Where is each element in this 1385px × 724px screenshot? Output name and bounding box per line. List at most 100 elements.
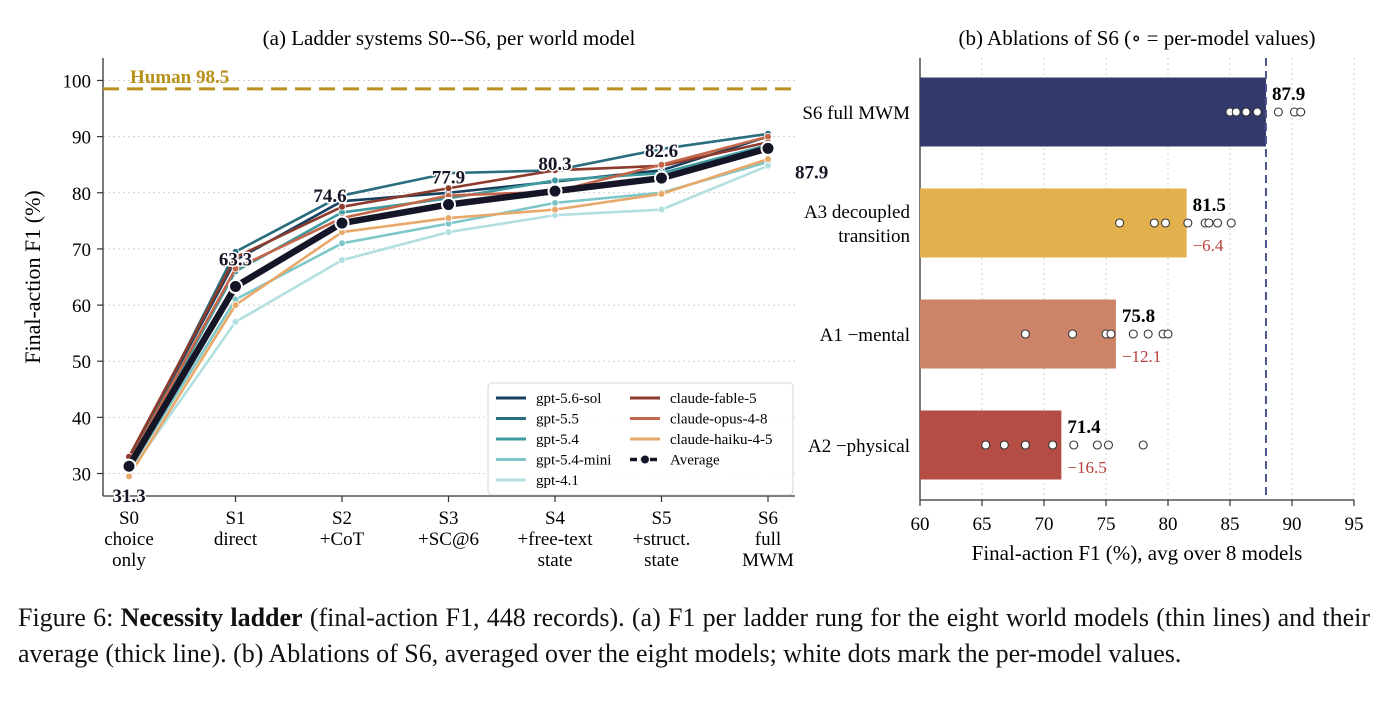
y-tick-label: 100	[63, 71, 92, 92]
caption-prefix: Figure 6:	[18, 603, 121, 632]
per-model-dot	[1273, 107, 1283, 117]
legend-label: gpt-5.6-sol	[536, 391, 601, 407]
y-axis-label: Final-action F1 (%)	[20, 190, 45, 364]
human-reference-label: Human 98.5	[130, 67, 229, 88]
panel-a-plot: 30405060708090100S0choiceonlyS1directS2+…	[20, 58, 830, 571]
per-model-dot	[1160, 218, 1171, 228]
per-model-dot	[1241, 107, 1251, 117]
x-tick-label-S5: +struct.	[633, 529, 691, 550]
x-tick-label-S5: state	[644, 550, 679, 571]
series-point-claude-haiku-4-5	[551, 205, 559, 214]
x-tick-label: 95	[1345, 514, 1364, 535]
x-tick-label-S6: MWM	[742, 550, 794, 571]
x-tick-label-S0: S0	[119, 508, 139, 529]
ablation-delta-label: −16.5	[1067, 458, 1106, 477]
series-point-gpt-4.1	[444, 228, 453, 236]
per-model-dot	[999, 440, 1009, 450]
y-tick-label: 90	[72, 128, 91, 149]
series-point-average	[547, 183, 563, 199]
ablation-value-label: 81.5	[1193, 195, 1226, 216]
per-model-dot	[1183, 218, 1193, 228]
ablation-bar	[920, 188, 1187, 258]
series-point-claude-opus-4-8	[657, 160, 666, 169]
per-model-dot	[1149, 218, 1159, 228]
average-point-label: 74.6	[313, 186, 346, 207]
per-model-dot	[1138, 440, 1148, 450]
per-model-dot	[1226, 218, 1236, 228]
y-tick-label: 80	[72, 184, 91, 205]
series-point-gpt-5.4-mini	[551, 199, 559, 207]
x-tick-label-S1: S1	[225, 508, 245, 529]
caption-bold: Necessity ladder	[120, 603, 303, 632]
per-model-dot	[1252, 107, 1262, 117]
series-point-claude-haiku-4-5	[231, 301, 240, 309]
ablation-bar	[920, 299, 1116, 369]
average-point-label: 82.6	[645, 141, 678, 162]
ablation-bar-label: A1 −mental	[820, 325, 910, 346]
series-point-claude-haiku-4-5	[125, 472, 133, 481]
per-model-dot	[1204, 218, 1214, 228]
series-point-claude-fable-5	[338, 203, 346, 211]
x-tick-label-S0: choice	[104, 529, 154, 550]
ablation-bar-label: transition	[838, 226, 910, 247]
ablation-bar	[920, 410, 1062, 480]
ablation-bar-label: A3 decoupled	[804, 202, 911, 223]
per-model-dot	[1163, 329, 1173, 339]
per-model-dot	[1128, 329, 1138, 339]
ablation-bar-label: A2 −physical	[808, 436, 910, 457]
x-tick-label-S4: S4	[545, 508, 566, 529]
series-point-claude-opus-4-8	[764, 132, 772, 141]
per-model-dot	[1020, 329, 1030, 339]
average-point-label: 31.3	[112, 486, 145, 507]
series-point-gpt-4.1	[764, 162, 772, 170]
per-model-dot	[1048, 440, 1058, 450]
series-point-claude-haiku-4-5	[444, 214, 453, 222]
x-tick-label-S2: S2	[332, 508, 352, 529]
x-tick-label: 60	[911, 514, 930, 535]
x-axis-label: Final-action F1 (%), avg over 8 models	[972, 541, 1303, 565]
per-model-dot	[1115, 218, 1125, 228]
series-point-gpt-5.4-mini	[338, 239, 346, 248]
series-point-claude-opus-4-8	[231, 264, 240, 273]
series-point-average	[228, 279, 243, 295]
figure-caption: Figure 6: Necessity ladder (final-action…	[18, 600, 1370, 672]
series-point-claude-fable-5	[231, 253, 240, 262]
series-point-claude-haiku-4-5	[764, 155, 772, 163]
y-tick-label: 70	[72, 240, 91, 261]
average-point-label: 87.9	[795, 162, 828, 183]
x-tick-label-S4: +free-text	[517, 529, 593, 550]
series-point-average	[121, 458, 137, 474]
legend-label: claude-haiku-4-5	[670, 432, 772, 448]
per-model-dot	[1092, 440, 1102, 450]
x-tick-label: 70	[1035, 514, 1054, 535]
y-tick-label: 40	[72, 408, 91, 429]
series-point-gpt-4.1	[231, 318, 240, 326]
per-model-dot	[1069, 440, 1079, 450]
series-point-gpt-4.1	[657, 205, 666, 214]
x-tick-label-S2: +CoT	[320, 529, 365, 550]
legend-label: claude-opus-4-8	[670, 412, 767, 428]
per-model-dot	[1231, 107, 1241, 117]
legend: gpt-5.6-sol gpt-5.5 gpt-5.4 gpt-5.4-mini gpt…	[487, 382, 794, 496]
legend-label: Average	[670, 453, 720, 469]
y-tick-label: 50	[72, 352, 91, 373]
y-tick-label: 30	[72, 465, 91, 486]
ablation-delta-label: −6.4	[1193, 236, 1224, 255]
x-tick-label-S5: S5	[651, 508, 671, 529]
x-tick-label-S6: full	[755, 529, 781, 550]
caption-rest: (final-action F1, 448 records). (a) F1 p…	[18, 603, 1370, 668]
per-model-dot	[1143, 329, 1153, 339]
average-point-label: 77.9	[432, 168, 465, 189]
average-point-label: 63.3	[219, 250, 252, 271]
y-tick-label: 60	[72, 296, 91, 317]
x-tick-label-S1: direct	[214, 529, 258, 550]
ablation-bar-label: S6 full MWM	[802, 103, 910, 124]
necessity-ladder-figure: (a) Ladder systems S0--S6, per world mod…	[20, 26, 1364, 571]
per-model-dot	[1296, 107, 1306, 117]
ablation-bar	[920, 77, 1266, 147]
series-point-average	[441, 197, 456, 213]
per-model-dot	[1103, 440, 1114, 450]
ablation-value-label: 87.9	[1272, 84, 1305, 105]
legend-label: gpt-5.5	[536, 412, 579, 428]
panel-b-title: (b) Ablations of S6 (∘ = per-model value…	[958, 26, 1315, 50]
